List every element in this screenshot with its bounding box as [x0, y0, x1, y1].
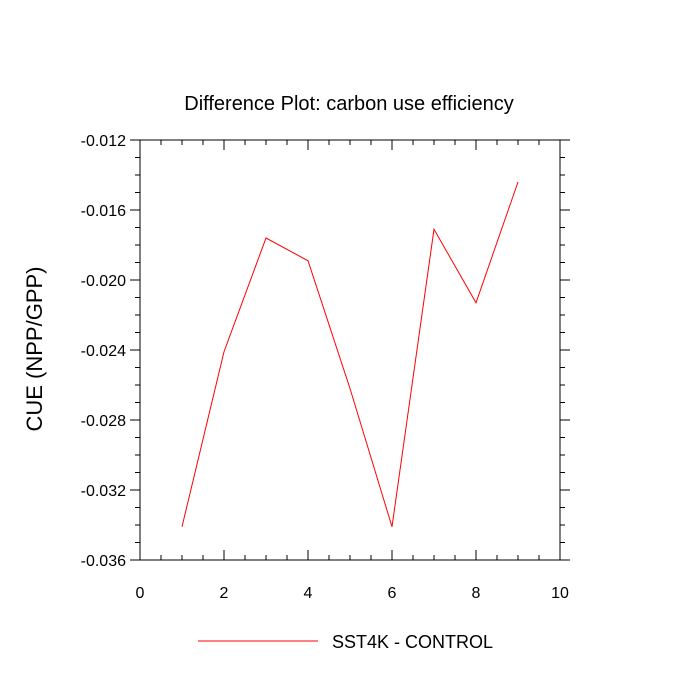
legend-label-sst4k-control: SST4K - CONTROL [332, 632, 493, 652]
x-tick-label: 2 [220, 585, 229, 602]
x-tick-label: 4 [304, 585, 313, 602]
x-tick-label: 8 [472, 585, 481, 602]
x-tick-label: 6 [388, 585, 397, 602]
y-tick-label: -0.028 [81, 413, 126, 430]
legend: SST4K - CONTROL [198, 632, 493, 652]
y-tick-label: -0.032 [81, 483, 126, 500]
plot-frame [139, 139, 561, 561]
series-layer [181, 181, 519, 527]
x-tick-label: 10 [551, 585, 569, 602]
chart-title: Difference Plot: carbon use efficiency [184, 93, 513, 115]
y-tick-label: -0.016 [81, 203, 126, 220]
series-line-sst4k-control [181, 181, 519, 527]
x-tick-label: 0 [136, 585, 145, 602]
y-tick-label: -0.012 [81, 133, 126, 150]
y-tick-label: -0.036 [81, 553, 126, 570]
y-tick-label: -0.024 [81, 343, 126, 360]
y-tick-label: -0.020 [81, 273, 126, 290]
y-axis-label: CUE (NPP/GPP) [22, 266, 47, 431]
axis-ticks: 0 2 4 6 8 10 -0.036 -0.032 -0.028 -0.024 -0.020 -0.… [81, 133, 570, 602]
